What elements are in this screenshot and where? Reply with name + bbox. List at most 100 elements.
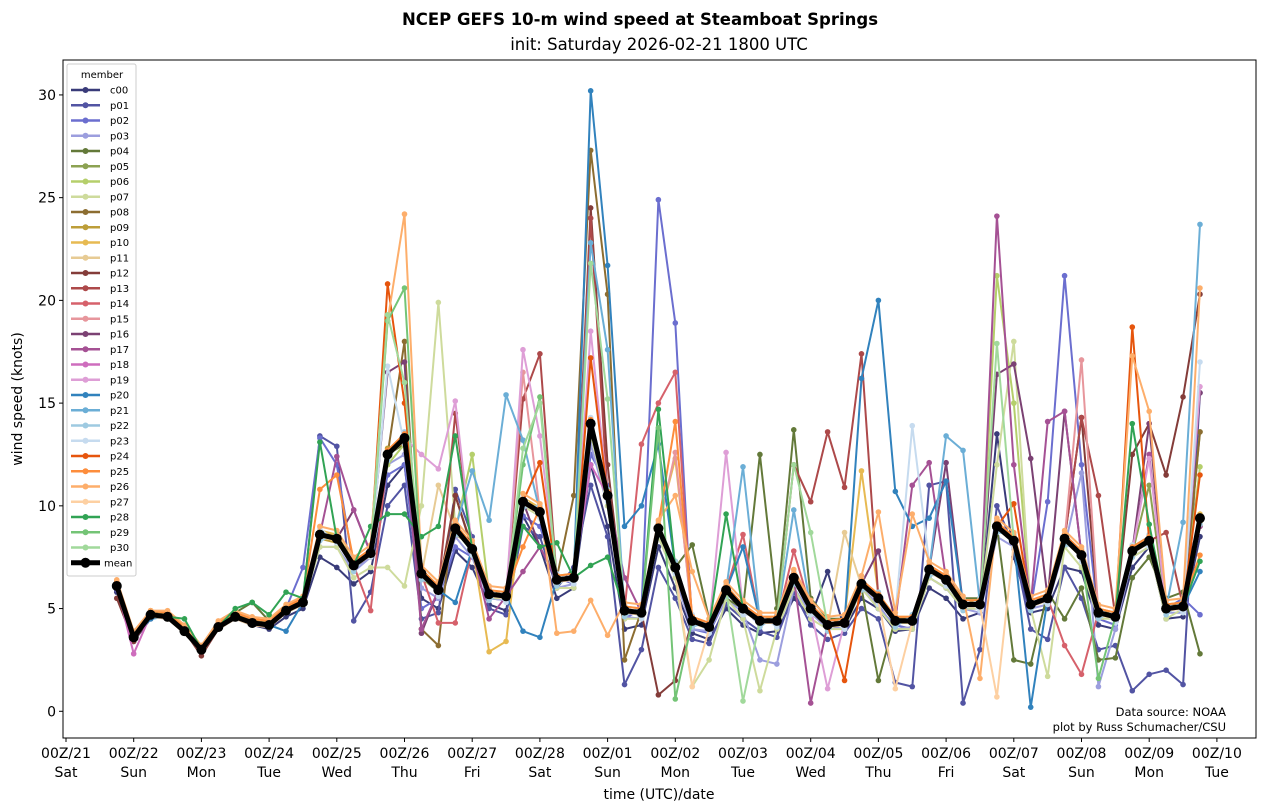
data-point xyxy=(604,346,611,353)
legend-swatch-marker xyxy=(82,483,89,490)
data-point xyxy=(399,433,410,444)
data-point xyxy=(1078,544,1085,550)
x-tick-label: 00Z/05 xyxy=(853,746,903,762)
legend-label: p29 xyxy=(110,528,129,539)
legend-item-p23: p23 xyxy=(71,436,129,447)
data-point xyxy=(587,562,594,569)
data-point xyxy=(723,511,729,517)
x-tick-day-label: Mon xyxy=(661,765,691,781)
x-tick-label: 00Z/21 xyxy=(41,746,91,762)
data-point xyxy=(416,568,427,579)
legend-item-p09: p09 xyxy=(71,223,129,234)
data-point xyxy=(317,439,323,445)
legend-swatch-marker xyxy=(82,239,89,246)
x-tick-label: 00Z/07 xyxy=(989,746,1039,762)
data-point xyxy=(435,620,442,626)
legend-swatch-marker xyxy=(82,224,89,231)
legend-swatch-marker xyxy=(82,498,89,505)
legend-swatch-marker xyxy=(82,148,89,154)
x-tick-label: 00Z/01 xyxy=(583,746,633,762)
legend-swatch-marker xyxy=(82,514,89,520)
data-point xyxy=(1197,285,1203,291)
legend-item-p14: p14 xyxy=(71,299,129,310)
data-point xyxy=(807,622,814,628)
legend-swatch-marker xyxy=(82,453,89,459)
legend-item-p24: p24 xyxy=(71,452,129,463)
data-point xyxy=(317,486,323,493)
data-point xyxy=(384,363,391,369)
plot-area xyxy=(111,88,1205,710)
data-point xyxy=(1127,546,1138,557)
legend-item-c00: c00 xyxy=(71,86,128,97)
data-point xyxy=(1146,671,1152,678)
legend-label: p27 xyxy=(110,497,129,508)
x-tick-day-label: Fri xyxy=(938,765,955,781)
data-point xyxy=(334,443,340,450)
data-point xyxy=(672,449,679,456)
data-point xyxy=(653,523,664,534)
data-point xyxy=(621,681,628,688)
data-point xyxy=(334,453,340,460)
legend-item-p26: p26 xyxy=(71,482,129,493)
data-point xyxy=(587,328,594,335)
data-point xyxy=(1011,461,1017,468)
data-point xyxy=(907,615,918,626)
legend-label: p19 xyxy=(110,375,129,386)
legend-swatch-marker xyxy=(82,193,89,200)
x-tick-label: 00Z/09 xyxy=(1124,746,1174,762)
data-point xyxy=(604,632,611,639)
data-point xyxy=(520,523,526,530)
data-point xyxy=(672,369,679,376)
series-p06 xyxy=(113,272,1203,653)
x-tick-label: 00Z/28 xyxy=(515,746,565,762)
data-point xyxy=(317,554,323,560)
data-point xyxy=(875,677,882,684)
data-point xyxy=(486,648,492,655)
data-point xyxy=(213,622,224,633)
legend-swatch-marker xyxy=(82,270,89,276)
data-point xyxy=(570,492,577,499)
data-point xyxy=(824,429,831,435)
x-axis: 00Z/21 Sat 00Z/22 Sun 00Z/23 Mon 00Z/24 Tue 00Z/… xyxy=(41,738,1242,781)
legend-item-p02: p02 xyxy=(71,116,129,127)
data-point xyxy=(1163,616,1169,622)
legend-label: p21 xyxy=(110,406,129,417)
data-point xyxy=(1061,564,1068,571)
data-point xyxy=(875,509,882,515)
data-point xyxy=(283,628,289,634)
data-point xyxy=(162,611,173,622)
data-point xyxy=(1110,611,1121,622)
data-point xyxy=(757,687,763,694)
data-point xyxy=(856,578,867,589)
data-point xyxy=(334,472,340,478)
legend-swatch-marker xyxy=(82,407,89,414)
data-point xyxy=(1011,338,1017,345)
data-point xyxy=(858,468,865,474)
data-point xyxy=(570,628,577,634)
legend-label: p22 xyxy=(110,421,129,432)
data-point xyxy=(266,611,272,618)
data-point xyxy=(604,533,611,540)
data-point xyxy=(824,636,831,643)
data-point xyxy=(807,498,814,505)
data-point xyxy=(517,496,528,507)
legend-item-p29: p29 xyxy=(71,528,129,539)
data-point xyxy=(1078,461,1085,468)
x-tick-day-label: Sat xyxy=(528,765,551,781)
x-tick-label: 00Z/03 xyxy=(718,746,768,762)
legend-item-p01: p01 xyxy=(71,101,129,112)
data-point xyxy=(452,599,459,606)
x-tick-day-label: Sat xyxy=(55,765,78,781)
data-point xyxy=(689,683,696,690)
legend-item-p04: p04 xyxy=(71,147,129,158)
legend-label: p09 xyxy=(110,223,129,234)
data-point xyxy=(1129,324,1136,330)
x-tick-day-label: Wed xyxy=(795,765,826,781)
data-point xyxy=(771,615,782,626)
data-point xyxy=(994,503,1000,509)
data-point xyxy=(1095,683,1102,690)
data-point xyxy=(1197,472,1203,478)
data-point xyxy=(1076,550,1087,561)
data-point xyxy=(960,700,966,706)
data-point xyxy=(587,215,594,221)
